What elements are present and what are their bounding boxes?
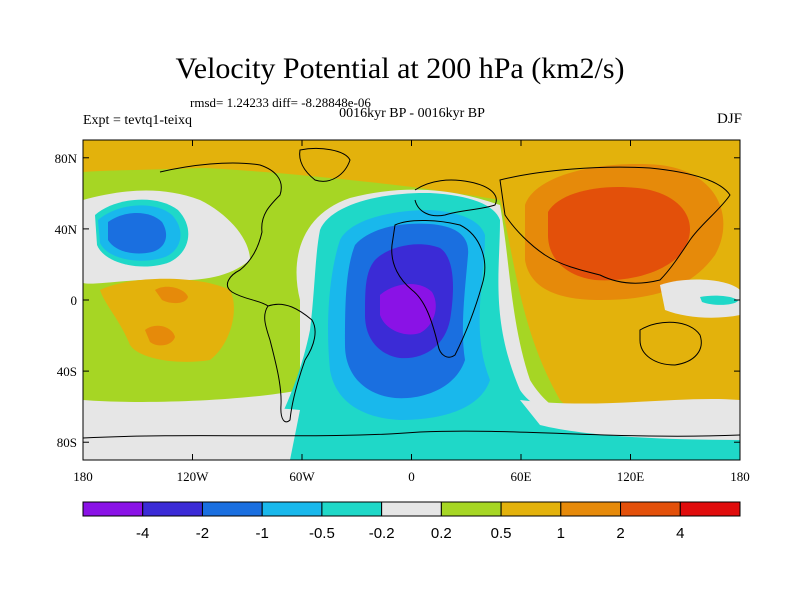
contour-epac-darkorange1 bbox=[155, 286, 188, 304]
y-tick-label: 0 bbox=[71, 293, 78, 308]
contour-asia-red bbox=[548, 186, 690, 281]
coast-south-america bbox=[264, 303, 316, 423]
colorbar-label: 2 bbox=[616, 525, 624, 542]
period-label: 0016kyr BP - 0016kyr BP bbox=[339, 106, 485, 121]
y-tick-label: 80S bbox=[57, 435, 77, 450]
colorbar-swatch bbox=[679, 501, 741, 517]
contour-indo-grey bbox=[660, 279, 740, 318]
x-tick-label: 60W bbox=[289, 469, 315, 484]
colorbar-swatch bbox=[500, 501, 562, 517]
contour-epac-orange bbox=[100, 278, 234, 362]
map-title: Velocity Potential at 200 hPa (km2/s) bbox=[175, 52, 625, 85]
colorbar-label: 1 bbox=[557, 525, 565, 542]
x-tick-label: 120W bbox=[177, 469, 210, 484]
colorbar-swatch bbox=[620, 501, 681, 517]
coast-antarctica bbox=[83, 430, 740, 439]
colorbar-swatch bbox=[321, 501, 383, 517]
stats-line: rmsd= 1.24233 diff= -8.28848e-06 bbox=[190, 95, 371, 110]
colorbar-label: -1 bbox=[256, 525, 269, 542]
x-tick-label: 180 bbox=[73, 469, 93, 484]
contour-purple bbox=[380, 284, 436, 335]
colorbar-swatch bbox=[261, 501, 323, 517]
contour-antarctic-grey bbox=[83, 405, 300, 460]
x-tick-label: 120E bbox=[617, 469, 645, 484]
coast-asia bbox=[499, 166, 731, 284]
x-tick-label: 180 bbox=[730, 469, 750, 484]
x-tick-label: 60E bbox=[511, 469, 532, 484]
coast-greenland bbox=[299, 147, 351, 182]
colorbar-label: -2 bbox=[196, 525, 209, 542]
contour-pacific-blue bbox=[108, 213, 167, 254]
experiment-label: Expt = tevtq1-teixq bbox=[83, 113, 192, 128]
contour-indo-teal bbox=[700, 295, 738, 305]
x-tick-label: 0 bbox=[408, 469, 415, 484]
contour-epac-darkorange2 bbox=[145, 325, 175, 346]
axis-ticks: 180 120W 60W 0 60E 120E 180 80N 40N 0 40S 80S bbox=[55, 140, 750, 484]
coast-australia bbox=[639, 321, 702, 366]
y-tick-label: 40S bbox=[57, 364, 77, 379]
colorbar-label: -0.2 bbox=[369, 525, 395, 542]
colorbar: -4 -2 -1 -0.5 -0.2 0.2 0.5 1 2 4 bbox=[82, 501, 741, 542]
coast-europe bbox=[414, 179, 497, 217]
y-tick-label: 80N bbox=[55, 151, 78, 166]
contour-antarctic-grey-east bbox=[520, 398, 740, 440]
contour-field bbox=[83, 140, 740, 460]
colorbar-label: 4 bbox=[676, 525, 684, 542]
season-label: DJF bbox=[716, 111, 742, 127]
colorbar-swatch bbox=[142, 501, 203, 517]
colorbar-label: -0.5 bbox=[309, 525, 335, 542]
colorbar-label: 0.5 bbox=[491, 525, 512, 542]
y-tick-label: 40N bbox=[55, 222, 78, 237]
coastlines bbox=[83, 147, 740, 439]
colorbar-swatch bbox=[560, 501, 622, 517]
colorbar-swatch bbox=[201, 501, 263, 517]
colorbar-label: -4 bbox=[136, 525, 149, 542]
contour-arctic bbox=[83, 140, 740, 172]
colorbar-swatch bbox=[82, 501, 144, 517]
colorbar-swatch bbox=[440, 501, 502, 517]
colorbar-swatch bbox=[381, 501, 442, 517]
coast-africa bbox=[391, 219, 486, 358]
coast-north-america bbox=[159, 162, 282, 307]
colorbar-label: 0.2 bbox=[431, 525, 452, 542]
